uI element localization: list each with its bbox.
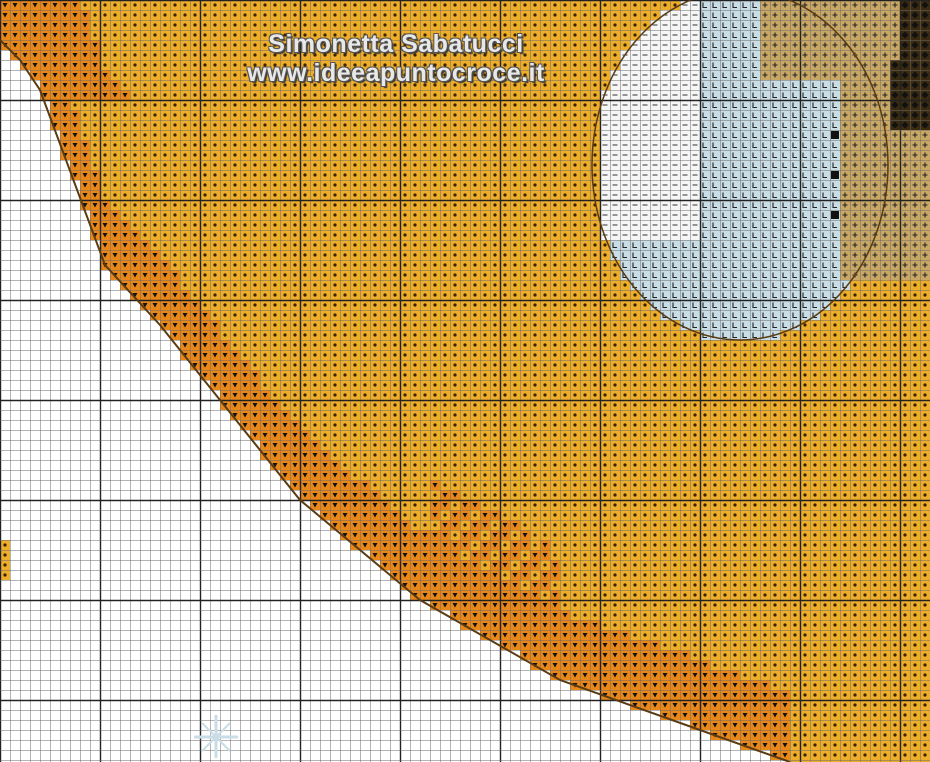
watermark-author: Simonetta Sabatucci — [268, 30, 524, 58]
center-crosshair-marker — [194, 715, 238, 758]
watermark-website: www.ideeapuntocroce.it — [247, 59, 545, 87]
